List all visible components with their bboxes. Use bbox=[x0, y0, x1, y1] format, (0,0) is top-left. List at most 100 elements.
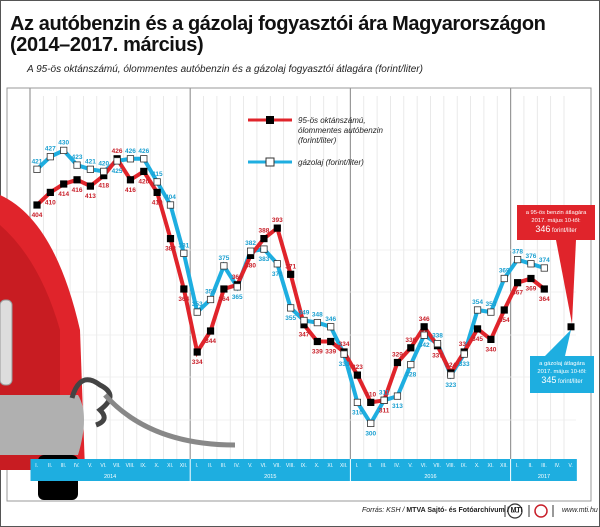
month-tick-label: IX. bbox=[301, 463, 307, 469]
mtva-logo-text: MTVA bbox=[511, 510, 519, 514]
month-tick-label: III. bbox=[541, 463, 547, 469]
diesel-marker bbox=[220, 262, 228, 270]
diesel-data-label: 349 bbox=[299, 310, 310, 317]
diesel-data-label: 313 bbox=[392, 403, 403, 410]
petrol-marker bbox=[353, 371, 362, 379]
diesel-data-label: 381 bbox=[178, 242, 189, 249]
petrol-data-label: 354 bbox=[499, 317, 510, 324]
callout-value-number: 346 bbox=[535, 224, 550, 234]
diesel-marker bbox=[300, 316, 308, 325]
plot-frame bbox=[6, 87, 592, 502]
month-tick-label: VI. bbox=[100, 463, 106, 469]
petrol-marker bbox=[153, 188, 161, 196]
callout-text: a gázolaj átlagára bbox=[539, 361, 586, 367]
diesel-data-label: 421 bbox=[32, 158, 43, 165]
diesel-marker bbox=[380, 396, 388, 404]
diesel-data-label: 323 bbox=[445, 382, 456, 389]
petrol-data-label: 388 bbox=[165, 246, 176, 253]
petrol-data-label: 416 bbox=[125, 187, 136, 194]
diesel-data-label: 365 bbox=[232, 294, 243, 301]
diesel-data-label: 421 bbox=[85, 158, 96, 165]
source-credit: Forrás: KSH / MTVA Sajtó- és Fotóarchívu… bbox=[362, 507, 523, 514]
callout-pointer bbox=[556, 240, 576, 324]
callout-unit: forint/liter bbox=[556, 379, 582, 385]
petrol-marker bbox=[540, 285, 548, 293]
diesel-marker bbox=[407, 360, 415, 369]
may-2017-marker bbox=[567, 323, 575, 331]
petrol-data-label: 323 bbox=[352, 364, 363, 371]
month-tick-label: XI. bbox=[167, 463, 173, 469]
diesel-data-label: 355 bbox=[285, 315, 296, 322]
callout-unit: forint/liter bbox=[550, 228, 576, 234]
fuel-nozzle-icon bbox=[69, 377, 113, 428]
diesel-data-label: 404 bbox=[165, 194, 176, 201]
diesel-marker bbox=[420, 331, 428, 339]
callout-value-number: 345 bbox=[541, 375, 556, 385]
diesel-marker bbox=[100, 167, 108, 175]
diesel-marker bbox=[246, 247, 255, 255]
petrol-marker bbox=[33, 201, 41, 209]
month-tick-label: XII. bbox=[180, 463, 188, 469]
month-tick-label: V. bbox=[569, 463, 573, 469]
year-label: 2016 bbox=[424, 474, 436, 480]
diesel-marker bbox=[166, 201, 175, 209]
petrol-data-label: 344 bbox=[205, 338, 216, 345]
month-tick-label: IV. bbox=[74, 463, 80, 469]
month-tick-label: IV. bbox=[394, 463, 400, 469]
chart-subtitle: A 95-ös oktánszámú, ólommentes autóbenzi… bbox=[27, 64, 423, 75]
diesel-marker bbox=[113, 157, 121, 165]
diesel-marker bbox=[514, 255, 522, 264]
month-tick-label: IV. bbox=[234, 463, 240, 469]
petrol-marker bbox=[500, 306, 508, 314]
diesel-data-label: 425 bbox=[112, 168, 123, 175]
petrol-data-label: 426 bbox=[112, 148, 123, 155]
diesel-marker bbox=[233, 283, 241, 291]
petrol-marker bbox=[126, 176, 135, 184]
axis-band-2017 bbox=[511, 459, 577, 481]
petrol-marker bbox=[260, 234, 268, 243]
petrol-data-label: 393 bbox=[272, 217, 283, 224]
petrol-marker bbox=[514, 279, 522, 287]
series-line-diesel bbox=[35, 147, 545, 428]
petrol-marker bbox=[273, 224, 281, 232]
petrol-data-label: 371 bbox=[285, 263, 296, 270]
petrol-data-label: 380 bbox=[245, 262, 256, 269]
diesel-marker bbox=[46, 153, 54, 161]
diesel-data-label: 420 bbox=[98, 160, 109, 167]
petrol-callout: a 95-ös benzin átlagára 2017. május 10-tő… bbox=[517, 205, 595, 324]
diesel-data-label: 382 bbox=[245, 240, 256, 247]
diesel-marker bbox=[460, 350, 468, 358]
month-tick-label: III. bbox=[61, 463, 67, 469]
callout-value: 345 forint/liter bbox=[541, 375, 582, 385]
diesel-data-label: 427 bbox=[45, 146, 56, 153]
month-tick-label: VII. bbox=[113, 463, 121, 469]
diesel-marker bbox=[367, 419, 375, 428]
diesel-marker bbox=[393, 392, 402, 400]
petrol-marker bbox=[73, 176, 81, 184]
fuel-hose-icon bbox=[103, 393, 236, 448]
month-tick-label: VI. bbox=[421, 463, 427, 469]
month-tick-label: XI. bbox=[327, 463, 333, 469]
diesel-data-label: 348 bbox=[312, 312, 323, 319]
month-tick-label: VIII. bbox=[126, 463, 135, 469]
petrol-marker bbox=[166, 234, 175, 243]
month-tick-label: I. bbox=[195, 463, 198, 469]
petrol-marker bbox=[86, 182, 94, 190]
diesel-marker bbox=[193, 308, 201, 316]
month-tick-label: I. bbox=[35, 463, 38, 469]
petrol-data-label: 388 bbox=[259, 228, 270, 235]
diesel-data-label: 300 bbox=[365, 430, 376, 437]
month-tick-label: XII. bbox=[340, 463, 348, 469]
diesel-marker bbox=[33, 165, 41, 173]
petrol-data-label: 416 bbox=[72, 187, 83, 194]
diesel-data-label: 423 bbox=[72, 154, 83, 161]
legend-diesel-marker bbox=[265, 157, 275, 167]
diesel-data-label: 333 bbox=[339, 361, 350, 368]
axis-band-2014 bbox=[30, 459, 190, 481]
diesel-marker bbox=[340, 350, 348, 358]
diesel-data-label: 375 bbox=[218, 255, 229, 262]
legend-petrol-label: (forint/liter) bbox=[298, 136, 337, 145]
callout-pointer bbox=[545, 329, 571, 356]
month-tick-label: I. bbox=[516, 463, 519, 469]
